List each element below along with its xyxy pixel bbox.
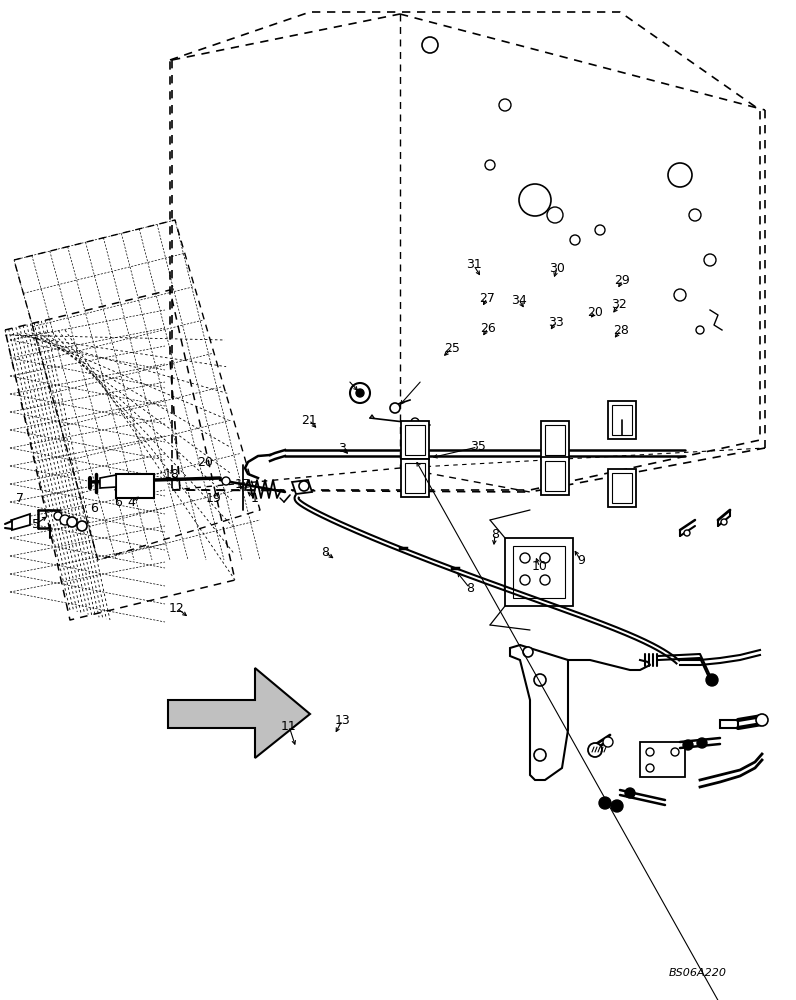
Circle shape bbox=[222, 477, 230, 485]
Circle shape bbox=[674, 289, 686, 301]
Text: 9: 9 bbox=[577, 554, 585, 568]
Circle shape bbox=[683, 740, 693, 750]
Circle shape bbox=[422, 37, 438, 53]
Bar bbox=[401, 459, 429, 497]
Text: 31: 31 bbox=[466, 258, 482, 271]
Polygon shape bbox=[12, 514, 30, 530]
Circle shape bbox=[625, 788, 635, 798]
Bar bbox=[545, 425, 565, 455]
Circle shape bbox=[54, 512, 62, 520]
Text: 7: 7 bbox=[16, 491, 24, 504]
Circle shape bbox=[519, 184, 551, 216]
Circle shape bbox=[756, 714, 768, 726]
Bar bbox=[541, 457, 569, 495]
Text: 20: 20 bbox=[587, 306, 603, 318]
Text: 27: 27 bbox=[479, 292, 495, 304]
Text: 33: 33 bbox=[548, 316, 564, 328]
Circle shape bbox=[299, 481, 309, 491]
Text: 35: 35 bbox=[470, 440, 486, 454]
Circle shape bbox=[540, 553, 550, 563]
Circle shape bbox=[689, 209, 701, 221]
Text: 6: 6 bbox=[114, 496, 122, 510]
Circle shape bbox=[570, 235, 580, 245]
Bar bbox=[541, 421, 569, 459]
Bar bbox=[608, 401, 636, 439]
Bar bbox=[505, 538, 573, 606]
Circle shape bbox=[646, 748, 654, 756]
Circle shape bbox=[390, 403, 400, 413]
Text: 34: 34 bbox=[511, 294, 527, 306]
Text: 13: 13 bbox=[334, 714, 350, 726]
Circle shape bbox=[520, 553, 530, 563]
Circle shape bbox=[595, 225, 605, 235]
Circle shape bbox=[520, 575, 530, 585]
Polygon shape bbox=[168, 668, 310, 758]
Text: 17: 17 bbox=[235, 478, 251, 490]
Circle shape bbox=[611, 800, 623, 812]
Bar bbox=[720, 720, 738, 728]
Text: 32: 32 bbox=[611, 298, 627, 312]
Circle shape bbox=[696, 326, 704, 334]
Text: 26: 26 bbox=[480, 322, 496, 334]
Text: 12: 12 bbox=[169, 601, 185, 614]
Text: 28: 28 bbox=[613, 324, 629, 336]
Circle shape bbox=[411, 418, 419, 426]
Bar bbox=[545, 461, 565, 491]
Bar bbox=[405, 463, 425, 493]
Circle shape bbox=[534, 674, 546, 686]
Bar bbox=[405, 425, 425, 455]
Text: 19: 19 bbox=[205, 491, 221, 504]
Text: 25: 25 bbox=[444, 342, 460, 355]
Circle shape bbox=[534, 749, 546, 761]
Bar bbox=[116, 474, 154, 498]
Circle shape bbox=[523, 647, 533, 657]
Text: BS06A220: BS06A220 bbox=[669, 968, 727, 978]
Text: 6: 6 bbox=[90, 502, 98, 516]
Bar bbox=[401, 421, 429, 459]
Bar bbox=[640, 742, 685, 777]
Polygon shape bbox=[510, 645, 568, 780]
Circle shape bbox=[697, 738, 707, 748]
Bar bbox=[612, 473, 632, 503]
Text: 18: 18 bbox=[163, 468, 179, 482]
Circle shape bbox=[67, 517, 77, 527]
Text: 30: 30 bbox=[549, 261, 565, 274]
Circle shape bbox=[485, 160, 495, 170]
Circle shape bbox=[671, 748, 679, 756]
Circle shape bbox=[60, 515, 70, 525]
Circle shape bbox=[540, 575, 550, 585]
Text: 29: 29 bbox=[615, 273, 630, 286]
Circle shape bbox=[356, 389, 364, 397]
Circle shape bbox=[588, 743, 602, 757]
Text: 21: 21 bbox=[301, 414, 317, 426]
Bar bbox=[612, 405, 632, 435]
Text: 8: 8 bbox=[321, 546, 329, 558]
Circle shape bbox=[77, 521, 87, 531]
Text: 10: 10 bbox=[532, 560, 548, 574]
Text: 11: 11 bbox=[281, 720, 297, 732]
Circle shape bbox=[599, 797, 611, 809]
Text: 1: 1 bbox=[251, 491, 259, 504]
Bar bbox=[513, 546, 565, 598]
Circle shape bbox=[706, 674, 718, 686]
Circle shape bbox=[668, 163, 692, 187]
Text: 4: 4 bbox=[127, 495, 135, 508]
Circle shape bbox=[499, 99, 511, 111]
Circle shape bbox=[350, 383, 370, 403]
Polygon shape bbox=[292, 480, 312, 494]
Circle shape bbox=[603, 737, 613, 747]
Text: 8: 8 bbox=[466, 582, 474, 594]
Circle shape bbox=[684, 530, 690, 536]
Text: 8: 8 bbox=[491, 528, 499, 540]
Circle shape bbox=[547, 207, 563, 223]
Circle shape bbox=[704, 254, 716, 266]
Circle shape bbox=[646, 764, 654, 772]
Text: 5: 5 bbox=[32, 518, 40, 530]
Text: 3: 3 bbox=[338, 442, 346, 454]
Text: 20: 20 bbox=[197, 456, 213, 468]
Polygon shape bbox=[100, 475, 116, 488]
Circle shape bbox=[721, 519, 727, 525]
Bar bbox=[608, 469, 636, 507]
